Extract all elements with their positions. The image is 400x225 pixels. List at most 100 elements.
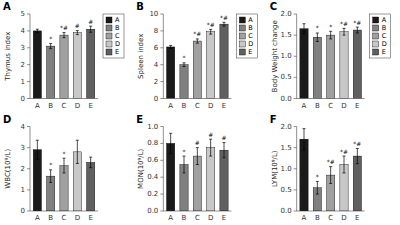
error-bar-cap <box>63 172 66 173</box>
x-tick-label: E <box>355 214 359 222</box>
error-bar-stem <box>184 63 185 67</box>
annotation: # <box>221 134 226 141</box>
bar <box>60 35 68 98</box>
y-tick-label: 1.5 <box>281 144 292 152</box>
legend-label: B <box>115 24 119 32</box>
error-bar-cap <box>316 41 319 42</box>
annotation: * <box>49 161 52 168</box>
legend-label: B <box>382 24 386 32</box>
y-tick-label: 4 <box>154 61 159 69</box>
error-bar <box>76 140 79 163</box>
y-tick <box>294 147 297 148</box>
error-bar <box>36 29 39 32</box>
x-tick-label: E <box>88 214 92 222</box>
bar <box>207 32 215 99</box>
error-bar-cap <box>196 147 199 148</box>
x-tick-label: C <box>195 102 200 110</box>
error-bar-cap <box>329 166 332 167</box>
y-tick-label: 3 <box>21 44 25 52</box>
error-bar-cap <box>89 167 92 168</box>
error-bar-cap <box>89 26 92 27</box>
y-tick-label: 4 <box>21 27 26 35</box>
x-axis <box>30 98 98 99</box>
legend-swatch <box>373 17 379 23</box>
error-bar-cap <box>36 159 39 160</box>
y-tick <box>160 81 163 82</box>
error-bar-cap <box>303 128 306 129</box>
y-tick <box>27 47 30 48</box>
y-tick-label: 4 <box>21 123 26 131</box>
error-bar-cap <box>343 28 346 29</box>
x-tick-label: A <box>302 102 307 110</box>
error-bar-cap <box>49 48 52 49</box>
y-axis <box>296 14 297 99</box>
annotation: *# <box>353 19 361 26</box>
error-bar-cap <box>223 142 226 143</box>
error-bar-cap <box>183 62 186 63</box>
bar <box>300 139 308 211</box>
error-bar-stem <box>64 158 65 173</box>
error-bar-stem <box>224 143 225 158</box>
error-bar-stem <box>210 29 211 34</box>
error-bar-stem <box>224 22 225 26</box>
error-bar <box>356 148 359 163</box>
error-bar-stem <box>317 33 318 41</box>
bar <box>87 29 95 98</box>
bar <box>353 30 361 98</box>
legend-frame <box>236 14 257 58</box>
bar <box>340 32 348 99</box>
annotation: * <box>316 24 319 31</box>
y-tick <box>294 77 297 78</box>
y-tick <box>160 30 163 31</box>
y-tick <box>160 160 163 161</box>
error-bar-cap <box>63 37 66 38</box>
x-tick-label: D <box>208 102 213 110</box>
error-bar-cap <box>36 140 39 141</box>
error-bar-cap <box>196 43 199 44</box>
y-tick-label: 0.5 <box>281 73 292 81</box>
error-bar <box>89 157 92 168</box>
x-tick-label: C <box>62 102 67 110</box>
error-bar <box>209 29 212 34</box>
bar <box>180 65 188 99</box>
error-bar <box>209 139 212 156</box>
y-tick <box>27 147 30 148</box>
legend: ABCDE <box>103 14 124 58</box>
error-bar-cap <box>36 32 39 33</box>
error-bar-cap <box>356 33 359 34</box>
error-bar-cap <box>343 172 346 173</box>
y-tick-label: 2.0 <box>281 10 292 18</box>
legend-swatch <box>106 49 112 55</box>
error-bar-cap <box>303 149 306 150</box>
panel-label: D <box>3 114 11 125</box>
y-tick <box>160 177 163 178</box>
error-bar <box>316 33 319 41</box>
x-tick-label: E <box>222 214 226 222</box>
x-tick-label: C <box>62 214 67 222</box>
y-axis-label: MON(10⁹/L) <box>137 148 145 188</box>
annotation: # <box>88 18 93 25</box>
error-bar-cap <box>356 163 359 164</box>
error-bar <box>196 148 199 165</box>
y-tick <box>160 14 163 15</box>
error-bar <box>63 33 66 38</box>
error-bar <box>303 24 306 34</box>
error-bar-cap <box>36 29 39 30</box>
legend-swatch <box>373 41 379 47</box>
error-bar-stem <box>64 33 65 38</box>
x-tick-label: B <box>182 102 187 110</box>
x-tick-label: D <box>341 102 346 110</box>
x-tick-label: C <box>195 214 200 222</box>
annotation: * <box>183 148 186 155</box>
plot-area <box>33 140 95 211</box>
bar <box>87 162 95 211</box>
x-tick-label: E <box>222 102 226 110</box>
x-axis <box>297 211 365 212</box>
error-bar-cap <box>303 33 306 34</box>
x-axis <box>163 211 231 212</box>
y-tick <box>27 189 30 190</box>
y-tick <box>27 211 30 212</box>
y-tick-label: 0 <box>21 95 25 103</box>
panel-label: F <box>270 114 277 125</box>
y-tick-label: 0.0 <box>281 95 292 103</box>
